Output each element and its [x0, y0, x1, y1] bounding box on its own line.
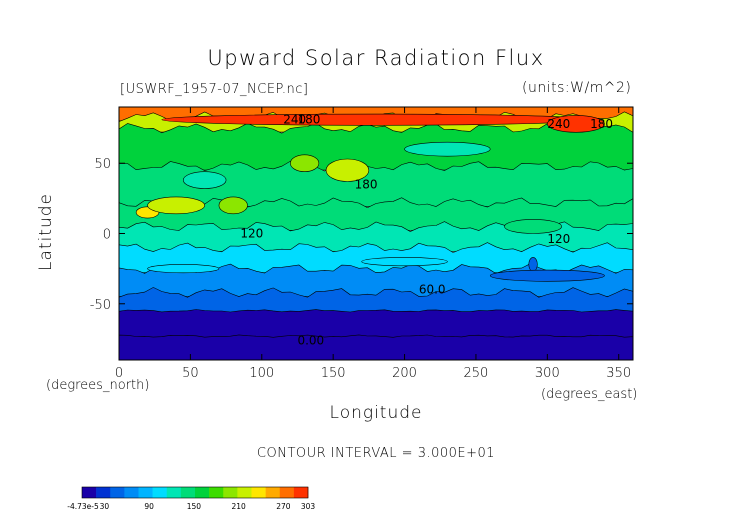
- x-axis-unit: (degrees_east): [541, 387, 638, 402]
- colorbar-swatch: [195, 487, 210, 498]
- contour-patch: [528, 257, 538, 272]
- contour-patch: [147, 196, 205, 215]
- contour-label: 120: [547, 232, 570, 246]
- colorbar-tick-label: 303: [301, 502, 316, 511]
- contour-label: 120: [240, 227, 263, 241]
- contour-interval-text: CONTOUR INTERVAL = 3.000E+01: [256, 446, 496, 461]
- x-axis-label: Longitude: [329, 403, 423, 423]
- contour-patch: [361, 257, 448, 267]
- y-tick-label: 0: [103, 228, 111, 243]
- colorbar-swatch: [152, 487, 168, 498]
- contour-label: 240: [547, 117, 570, 131]
- colorbar-swatch: [166, 487, 182, 498]
- colorbar-tick-label: 150: [187, 502, 202, 511]
- y-axis-unit: (degrees_north): [46, 378, 150, 393]
- contour-patch: [489, 269, 605, 282]
- contour-patch: [290, 154, 320, 172]
- colorbar-swatch: [209, 487, 224, 498]
- x-tick-label: 350: [606, 366, 631, 381]
- lat-band: [119, 197, 633, 231]
- contour-patch: [182, 171, 227, 189]
- contour-patch: [504, 219, 562, 234]
- x-tick-label: 250: [464, 366, 489, 381]
- lat-band: [119, 160, 633, 207]
- colorbar-swatch: [138, 487, 153, 498]
- y-tick-label: 50: [94, 157, 111, 172]
- contour-label: 60.0: [419, 283, 446, 297]
- colorbar-tick-label: 90: [144, 502, 154, 511]
- x-tick-label: 150: [321, 366, 346, 381]
- chart-title: Upward Solar Radiation Flux: [207, 46, 545, 70]
- colorbar-swatch: [110, 487, 125, 498]
- contour-label: 0.00: [297, 333, 324, 347]
- colorbar-swatch: [223, 487, 238, 498]
- contour-patch: [404, 141, 491, 157]
- x-tick-label: 300: [535, 366, 560, 381]
- lat-band: [119, 287, 633, 316]
- x-tick-label: 200: [392, 366, 417, 381]
- colorbar-swatch: [265, 487, 281, 498]
- contour-label: 180: [590, 117, 613, 131]
- colorbar-tick-label: 270: [276, 502, 291, 511]
- colorbar-swatch: [180, 487, 196, 498]
- y-tick-label: -50: [90, 298, 111, 313]
- units-label: (units:W/m^2): [522, 80, 632, 96]
- colorbar-tick-label: -4.73e-5: [67, 502, 99, 511]
- contour-patch: [147, 264, 220, 274]
- colorbar-swatch: [237, 487, 252, 498]
- colorbar-swatch: [124, 487, 139, 498]
- x-tick-label: 100: [249, 366, 274, 381]
- colorbar-frame: [81, 486, 309, 499]
- colorbar-swatch: [251, 487, 266, 498]
- colorbar-swatch: [96, 487, 111, 498]
- lat-band: [119, 309, 633, 341]
- contour-label: 180: [355, 177, 378, 191]
- lat-band: [119, 242, 633, 273]
- lat-band: [119, 221, 633, 252]
- contour-label: 240: [283, 113, 306, 127]
- colorbar-tick-label: 210: [231, 502, 246, 511]
- contour-patch: [218, 196, 248, 215]
- contour-patch: [161, 113, 591, 126]
- x-tick-label: 50: [182, 366, 199, 381]
- colorbar-swatch: [293, 487, 309, 498]
- colorbar-tick-label: 30: [100, 502, 110, 511]
- x-tick-label: 0: [115, 366, 123, 381]
- colorbar-swatch: [279, 487, 295, 498]
- dataset-label: [USWRF_1957-07_NCEP.nc]: [120, 82, 309, 97]
- colorbar-swatch: [82, 487, 97, 498]
- lat-band: [119, 334, 633, 360]
- contour-patch: [325, 158, 370, 182]
- contour-patch: [547, 115, 605, 133]
- contour-label: 180: [297, 113, 320, 127]
